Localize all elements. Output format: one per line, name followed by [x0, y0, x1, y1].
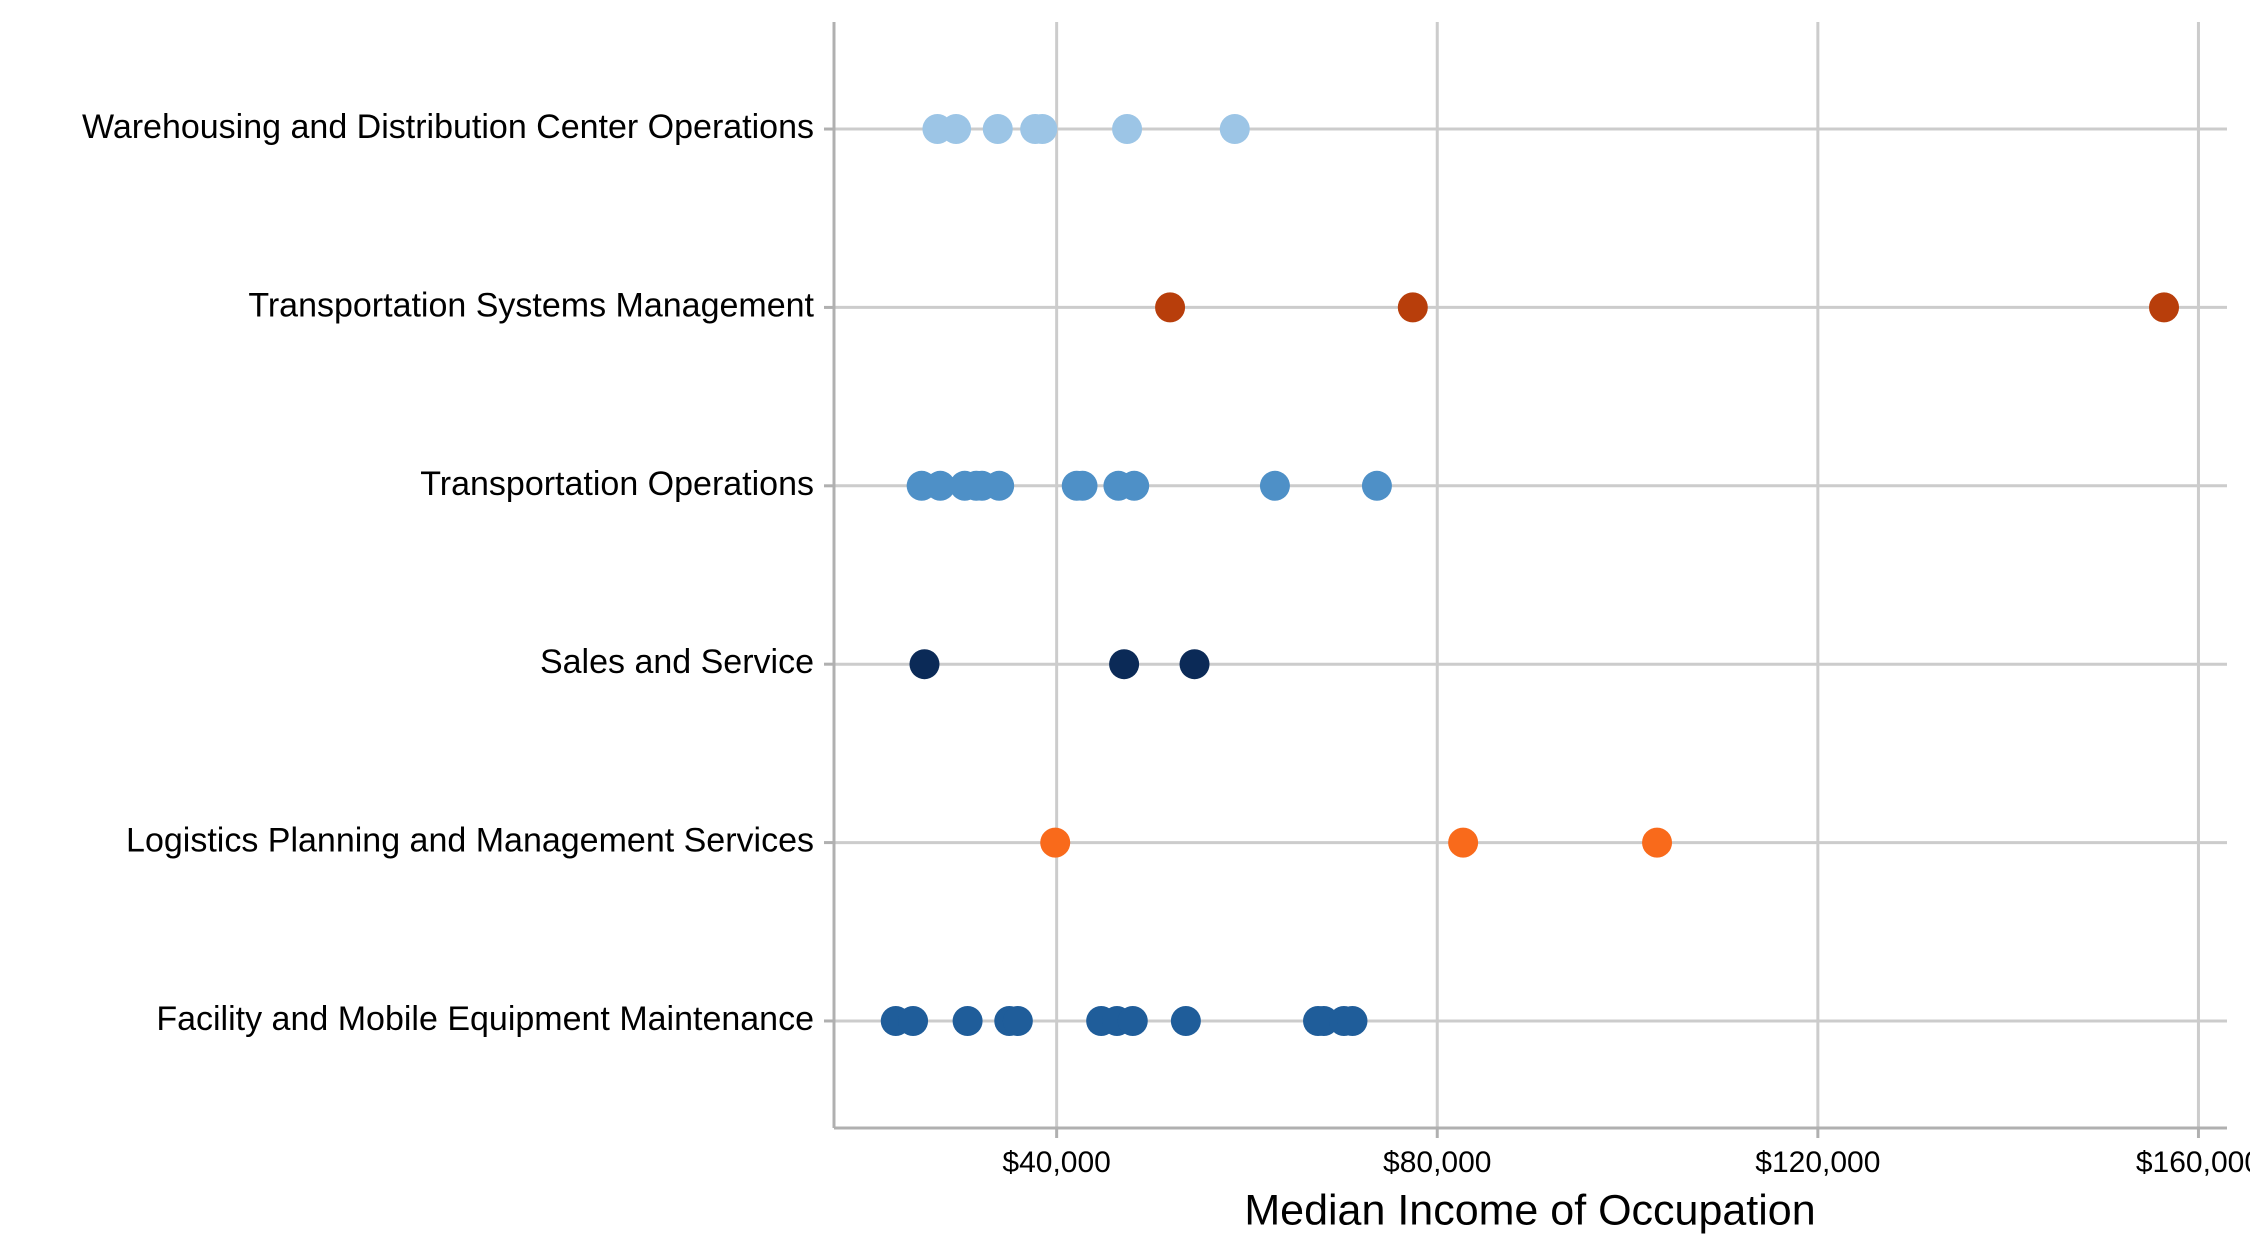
dot [1117, 1005, 1148, 1036]
dot [1448, 827, 1479, 858]
dot [1155, 292, 1186, 323]
dot [1179, 649, 1210, 680]
dot [1219, 114, 1250, 145]
dot [925, 470, 956, 501]
dot [984, 470, 1015, 501]
dot [941, 114, 972, 145]
dot [1067, 470, 1098, 501]
y-tick-label: Logistics Planning and Management Servic… [126, 822, 814, 860]
x-tick-label: $40,000 [1002, 1146, 1110, 1179]
x-tick-label: $80,000 [1383, 1146, 1491, 1179]
dot [1397, 292, 1428, 323]
dot [1040, 827, 1071, 858]
dot [1119, 470, 1150, 501]
dot [982, 114, 1013, 145]
dot [909, 649, 940, 680]
dot [1112, 114, 1143, 145]
dot [1642, 827, 1673, 858]
dot [1027, 114, 1058, 145]
dot [1109, 649, 1140, 680]
dot [952, 1005, 983, 1036]
y-tick-label: Sales and Service [540, 643, 814, 681]
y-tick-label: Facility and Mobile Equipment Maintenanc… [156, 1000, 814, 1038]
y-tick-label: Warehousing and Distribution Center Oper… [82, 108, 814, 146]
dot [1361, 470, 1392, 501]
y-tick-label: Transportation Systems Management [248, 286, 814, 324]
dot [1337, 1005, 1368, 1036]
x-tick-label: $120,000 [1755, 1146, 1880, 1179]
x-tick-label: $160,000 [2136, 1146, 2250, 1179]
dot [1002, 1005, 1033, 1036]
dot [1170, 1005, 1201, 1036]
y-tick-label: Transportation Operations [420, 465, 814, 503]
dot [2149, 292, 2180, 323]
x-axis-title: Median Income of Occupation [1244, 1186, 1815, 1234]
dot [898, 1005, 929, 1036]
dot [1259, 470, 1290, 501]
